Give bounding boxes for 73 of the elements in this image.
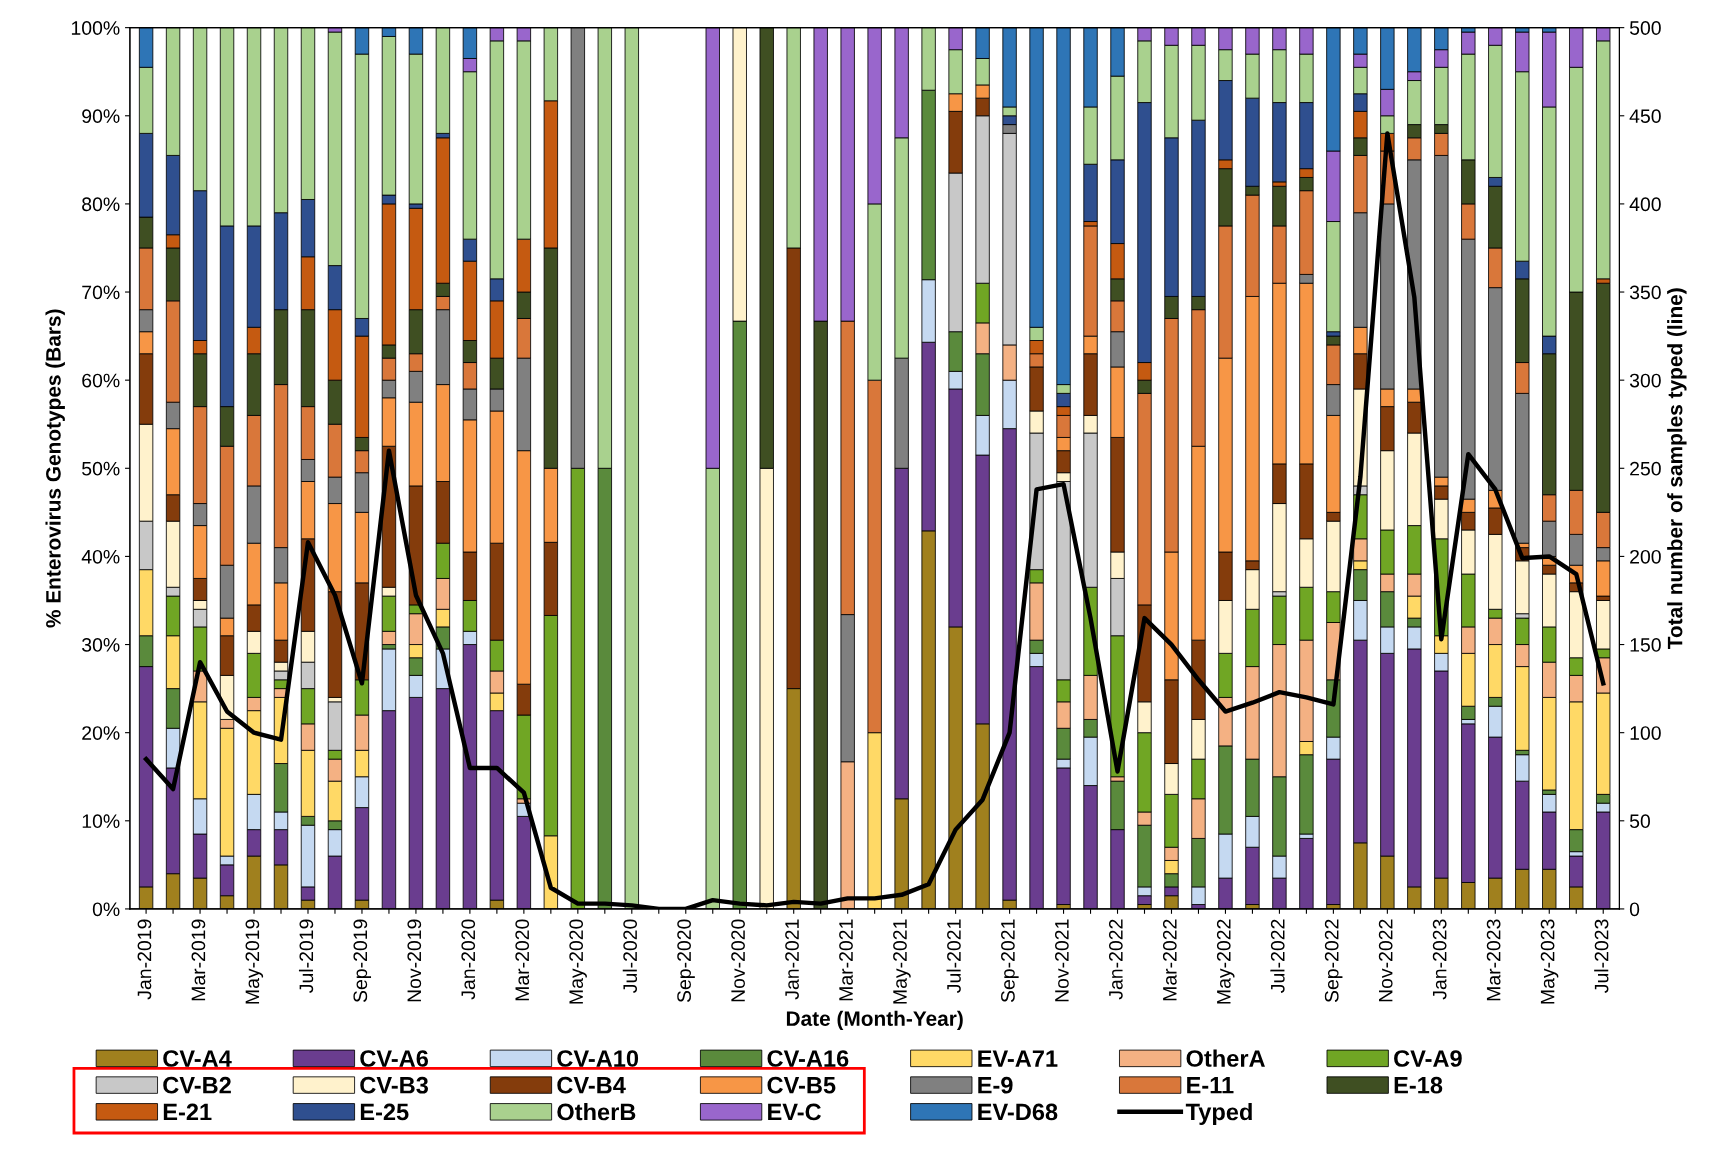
legend-label: CV-B2 — [163, 1076, 231, 1094]
legend-label: CV-A10 — [557, 1050, 639, 1067]
legend-label: EV-A71 — [978, 1050, 1058, 1067]
x-tick-label: Mar-2019 — [191, 919, 206, 1001]
y-axis-title: % Enterovirus Genotypes (Bars) — [45, 309, 65, 628]
legend-label: E-21 — [163, 1103, 212, 1121]
y-tick-label: 40% — [81, 549, 120, 564]
x-tick-label: Mar-2022 — [1162, 919, 1177, 1001]
x-tick-label: Nov-2022 — [1378, 919, 1393, 1002]
x-tick-label: May-2021 — [893, 919, 911, 1004]
y2-tick-label: 450 — [1629, 109, 1661, 124]
legend-label: OtherB — [557, 1102, 636, 1121]
x-tick-label: Jul-2022 — [1270, 919, 1285, 993]
legend-label: E-18 — [1394, 1076, 1443, 1094]
legend-label: E-9 — [978, 1076, 1013, 1094]
legend-label: CV-A4 — [163, 1050, 232, 1067]
y-tick-label: 90% — [82, 109, 120, 124]
x-tick-label: Nov-2019 — [407, 919, 422, 1002]
y2-tick-label: 400 — [1629, 197, 1661, 212]
x-tick-label: Mar-2021 — [839, 919, 853, 1001]
x-tick-label: Sep-2022 — [1324, 919, 1343, 1003]
y2-tick-label: 250 — [1630, 461, 1661, 476]
y-tick-label: 20% — [82, 726, 120, 740]
x-tick-label: Mar-2023 — [1486, 919, 1501, 1001]
y2-axis-title: Total number of samples typed (line) — [1667, 288, 1687, 650]
x-tick-label: Jan-2021 — [785, 919, 799, 1000]
legend-label: E-25 — [360, 1103, 409, 1121]
x-tick-label: Mar-2020 — [515, 919, 530, 1001]
x-tick-label: Jul-2023 — [1594, 919, 1609, 993]
x-tick-label: Jan-2019 — [137, 919, 152, 1000]
legend-label: OtherA — [1186, 1049, 1265, 1067]
x-tick-label: May-2023 — [1540, 919, 1559, 1004]
legend-label: CV-B4 — [557, 1076, 626, 1094]
y-tick-label: 30% — [82, 638, 120, 652]
y-tick-label: 10% — [82, 814, 120, 829]
x-tick-label: Sep-2019 — [353, 919, 372, 1003]
y2-tick-label: 150 — [1630, 638, 1661, 652]
legend-label: CV-A9 — [1394, 1050, 1462, 1067]
x-tick-label: Sep-2021 — [1001, 919, 1019, 1003]
x-tick-label: Jul-2019 — [298, 919, 314, 993]
legend-label: Typed — [1185, 1102, 1252, 1125]
y-tick-label: 50% — [82, 461, 120, 476]
y-tick-label: 80% — [82, 197, 120, 212]
y-tick-label: 60% — [82, 373, 120, 388]
x-tick-label: Jul-2020 — [622, 919, 638, 993]
y2-tick-label: 0 — [1629, 902, 1640, 917]
y2-tick-label: 350 — [1629, 285, 1661, 300]
legend-label: EV-D68 — [978, 1103, 1058, 1121]
y-tick-label: 100% — [71, 21, 120, 35]
x-tick-label: Jan-2023 — [1432, 919, 1447, 1000]
y2-tick-label: 500 — [1629, 21, 1661, 35]
y2-tick-label: 200 — [1630, 549, 1661, 564]
legend-label: CV-A6 — [360, 1050, 428, 1067]
legend-label: EV-C — [768, 1103, 821, 1121]
x-tick-label: May-2020 — [569, 919, 587, 1004]
x-tick-label: May-2022 — [1216, 919, 1235, 1004]
x-tick-label: May-2019 — [245, 919, 264, 1004]
legend-label: E-11 — [1187, 1077, 1234, 1094]
legend-label: CV-B3 — [360, 1076, 428, 1094]
y-tick-label: 0% — [92, 902, 120, 917]
x-tick-label: Jan-2020 — [461, 919, 476, 1000]
y2-tick-label: 300 — [1629, 373, 1661, 388]
x-tick-label: Nov-2021 — [1055, 919, 1069, 1002]
x-tick-label: Sep-2020 — [677, 919, 695, 1003]
x-tick-label: Nov-2020 — [731, 919, 745, 1002]
y-tick-label: 70% — [82, 285, 120, 300]
legend-label: CV-A16 — [767, 1050, 849, 1067]
x-tick-label: Jan-2022 — [1108, 919, 1123, 1000]
y2-tick-label: 100 — [1630, 726, 1661, 740]
x-tick-label: Jul-2021 — [946, 919, 961, 993]
y2-tick-label: 50 — [1629, 814, 1651, 829]
legend-label: CV-B5 — [767, 1076, 836, 1094]
x-axis-title: Date (Month-Year) — [786, 1010, 963, 1031]
